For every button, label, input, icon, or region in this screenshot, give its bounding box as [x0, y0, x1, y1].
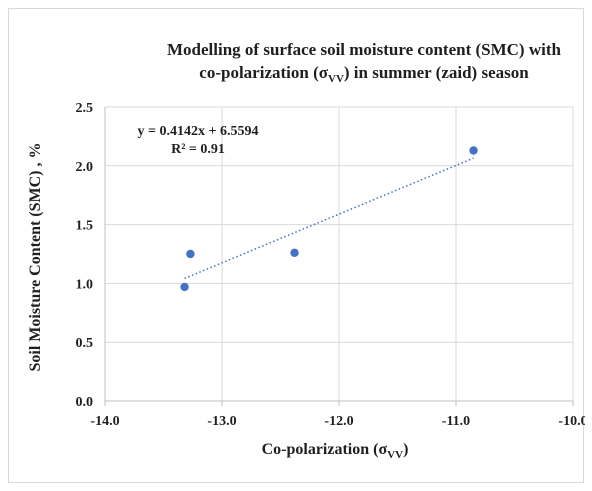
r-squared-label: R² = 0.91 — [171, 142, 225, 157]
data-points — [180, 146, 478, 292]
chart-frame: Modelling of surface soil moisture conte… — [8, 8, 586, 483]
x-tick-label: -10.0 — [558, 414, 585, 429]
y-tick-label: 0.5 — [76, 336, 94, 351]
equation-label: y = 0.4142x + 6.5594 — [138, 124, 259, 139]
trendline — [184, 157, 474, 280]
axes — [104, 107, 574, 406]
x-axis-title: Co-polarization (σVV) — [262, 441, 409, 461]
x-tick-label: -12.0 — [324, 414, 353, 429]
tick-labels: 0.0 0.5 1.0 1.5 2.0 2.5 -14.0 -13.0 -12.0 -11.0 -1… — [76, 101, 586, 429]
chart-title: Modelling of surface soil moisture conte… — [167, 40, 561, 85]
y-tick-label: 1.0 — [76, 277, 94, 292]
data-point — [186, 249, 195, 259]
y-tick-label: 2.0 — [76, 160, 94, 175]
data-point — [290, 248, 299, 258]
trendline-layer — [184, 157, 474, 280]
x-tick-label: -11.0 — [442, 414, 470, 429]
data-point — [469, 146, 478, 155]
x-tick-label: -14.0 — [90, 414, 119, 429]
y-tick-label: 0.0 — [76, 395, 94, 410]
data-point — [180, 282, 189, 292]
scatter-chart: Modelling of surface soil moisture conte… — [27, 40, 586, 461]
y-tick-label: 1.5 — [76, 219, 94, 234]
x-tick-label: -13.0 — [207, 414, 236, 429]
y-axis-title: Soil Moisture Content (SMC) , % — [27, 142, 44, 371]
y-tick-label: 2.5 — [76, 101, 94, 116]
trendline-equation: y = 0.4142x + 6.5594 R² = 0.91 — [138, 124, 259, 157]
chart-title-line1: Modelling of surface soil moisture conte… — [167, 40, 561, 59]
chart-title-line2: co-polarization (σVV) in summer (zaid) s… — [199, 63, 529, 85]
